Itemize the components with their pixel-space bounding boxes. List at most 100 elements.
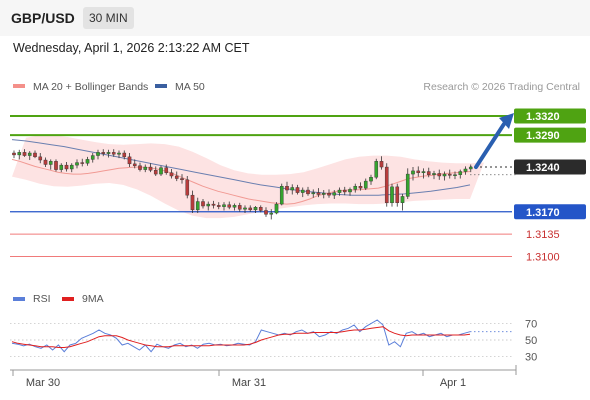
- candle-body: [437, 173, 442, 177]
- candle-body: [222, 204, 226, 207]
- candle: [138, 162, 142, 172]
- candle: [159, 165, 163, 176]
- candle: [106, 149, 111, 158]
- candle: [237, 202, 242, 212]
- candle: [111, 149, 116, 157]
- candle: [358, 182, 363, 191]
- candle: [48, 159, 53, 170]
- candle: [248, 205, 253, 212]
- candle: [405, 168, 410, 199]
- candle-body: [463, 168, 468, 172]
- candle: [458, 169, 463, 179]
- candle: [437, 169, 442, 180]
- candle: [96, 149, 100, 160]
- level-label-3: 1.3170: [526, 207, 560, 219]
- candle: [232, 203, 237, 211]
- candle: [348, 187, 352, 196]
- candle-body: [75, 162, 79, 166]
- candle: [332, 190, 337, 199]
- candle: [222, 202, 226, 211]
- candle: [306, 186, 310, 196]
- legend-label-0: MA 20 + Bollinger Bands: [33, 81, 148, 93]
- candle-body: [458, 171, 463, 175]
- candle-body: [180, 178, 184, 181]
- candle-body: [201, 201, 205, 207]
- candle: [85, 156, 90, 166]
- candle: [174, 171, 179, 182]
- candle-body: [96, 152, 100, 156]
- candle-body: [232, 205, 237, 208]
- candle-body: [169, 172, 174, 177]
- candle: [185, 175, 190, 199]
- candle: [447, 169, 452, 179]
- candle-body: [148, 166, 153, 171]
- candle-body: [64, 164, 69, 170]
- projection-arrow-head: [499, 112, 514, 129]
- candle-body: [43, 159, 48, 165]
- candle: [64, 161, 69, 172]
- candle-body: [405, 173, 410, 197]
- rsi-tick-1: 50: [525, 335, 537, 347]
- candle: [321, 190, 326, 199]
- candle-body: [106, 152, 111, 154]
- candle-body: [206, 203, 211, 207]
- candle-body: [164, 167, 169, 173]
- candle: [22, 149, 27, 157]
- candle: [374, 158, 379, 180]
- candle: [432, 170, 436, 180]
- timeframe-badge[interactable]: 30 MIN: [83, 7, 134, 29]
- candle: [143, 164, 148, 173]
- candle: [190, 190, 195, 214]
- candle: [206, 201, 211, 211]
- candle-body: [111, 152, 116, 155]
- candle-body: [358, 186, 363, 189]
- candle: [411, 167, 415, 181]
- candle: [38, 153, 43, 164]
- candle: [290, 184, 295, 195]
- candle-body: [122, 152, 127, 158]
- candle-body: [190, 194, 195, 211]
- candle-body: [337, 189, 342, 193]
- level-label-0: 1.3320: [526, 111, 560, 123]
- candle: [279, 183, 284, 206]
- candle-body: [132, 163, 137, 166]
- candle: [353, 183, 358, 193]
- candle: [426, 167, 431, 178]
- candle-body: [468, 166, 473, 170]
- candle-body: [279, 186, 284, 205]
- candle: [69, 163, 74, 173]
- candle: [253, 206, 258, 214]
- rsi-tick-0: 30: [525, 352, 537, 364]
- candle-body: [453, 174, 457, 176]
- candle-body: [442, 173, 447, 177]
- candle-body: [12, 152, 16, 156]
- candle: [421, 168, 426, 179]
- level-tag-2: [514, 159, 586, 175]
- candle-body: [33, 152, 37, 158]
- candle-body: [48, 161, 53, 165]
- candle: [127, 153, 132, 168]
- candle-body: [327, 193, 331, 196]
- candle-body: [101, 152, 106, 154]
- x-tick-label-1: Mar 31: [232, 377, 266, 389]
- rsi-ma-legend-swatch: [62, 297, 74, 301]
- candle: [17, 149, 22, 160]
- candle: [75, 159, 79, 169]
- candle-body: [426, 171, 431, 175]
- rsi-tick-2: 70: [525, 318, 537, 330]
- candle-body: [85, 159, 90, 164]
- candle: [27, 151, 32, 161]
- candle: [216, 202, 221, 210]
- candle-body: [159, 167, 163, 175]
- instrument-pair: GBP/USD: [11, 10, 75, 26]
- candle-body: [227, 204, 232, 208]
- candle-body: [143, 166, 148, 170]
- candle-body: [447, 173, 452, 176]
- candle: [169, 168, 174, 179]
- level-tag-3: [514, 204, 586, 220]
- candle: [342, 186, 347, 196]
- bollinger-band: [12, 135, 484, 219]
- candle: [80, 158, 85, 167]
- candle-body: [253, 207, 258, 211]
